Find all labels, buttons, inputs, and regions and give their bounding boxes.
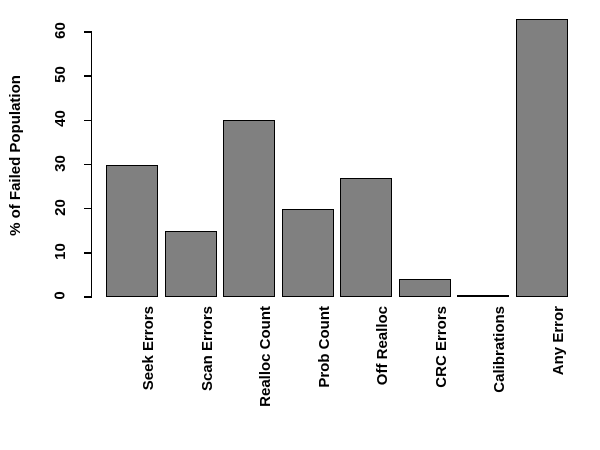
- x-axis-category-label: Off Realloc: [374, 306, 391, 386]
- bar: [398, 279, 451, 297]
- x-axis-category-label: Prob Count: [315, 306, 333, 388]
- bar: [223, 120, 275, 297]
- bar: [340, 177, 392, 297]
- x-axis-category-label: Seek Errors: [140, 306, 157, 391]
- bar: [457, 294, 509, 297]
- x-axis-category-label: CRC Errors: [432, 306, 450, 388]
- bar: [106, 164, 158, 297]
- bar: [164, 230, 217, 297]
- x-axis-category-label: Realloc Count: [257, 306, 274, 407]
- bar: [515, 18, 568, 297]
- x-axis-category-label: Calibrations: [491, 306, 508, 393]
- x-axis-category-label: Any Error: [549, 306, 567, 376]
- bar: [281, 208, 334, 297]
- x-axis-category-label: Scan Errors: [198, 306, 216, 392]
